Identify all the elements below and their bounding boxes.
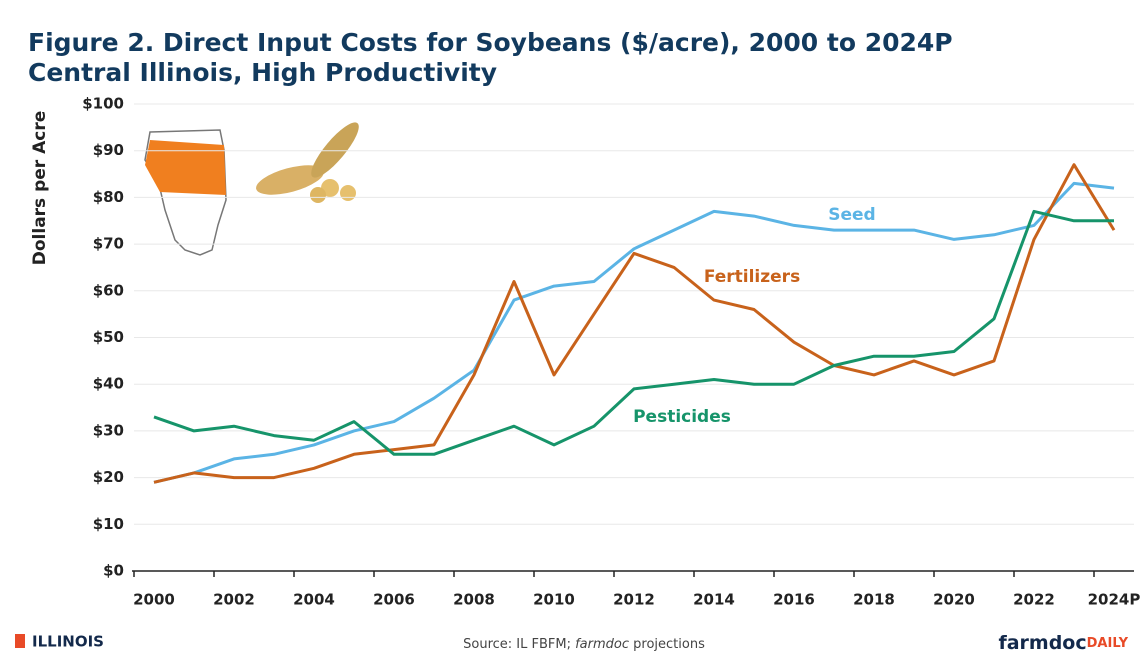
x-tick-label: 2008 [453,591,495,609]
soybean-image [253,117,365,203]
y-tick-label: $20 [93,468,124,486]
x-tick-label: 2002 [213,591,255,609]
y-tick-label: $80 [93,188,124,206]
x-tick-label: 2020 [933,591,975,609]
x-tick-label: 2018 [853,591,895,609]
y-tick-label: $40 [93,375,124,393]
y-tick-label: $90 [93,141,124,159]
source-text: projections [629,637,705,652]
y-tick-label: $70 [93,235,124,253]
brand-text: DAILY [1087,636,1129,651]
chart: Figure 2. Direct Input Costs for Soybean… [0,0,1143,652]
source: Source: IL FBFM; farmdoc projections [463,637,705,652]
x-tick-label: 2012 [613,591,655,609]
y-tick-label: $100 [82,95,124,113]
footer: ILLINOIS Source: IL FBFM; farmdoc projec… [15,632,1129,652]
series-label: Pesticides [633,407,731,427]
logo-text: ILLINOIS [32,633,104,651]
y-tick-label: $30 [93,421,124,439]
illinois-map [145,130,226,255]
y-tick-label: $0 [103,562,124,580]
logo-mark [15,634,25,648]
chart-subtitle: Central Illinois, High Productivity [28,58,497,87]
x-tick-label: 2006 [373,591,415,609]
x-tick-label: 2000 [133,591,175,609]
chart-title: Figure 2. Direct Input Costs for Soybean… [28,28,953,57]
x-tick-label: 2016 [773,591,815,609]
x-tick-label: 2022 [1013,591,1055,609]
brand: farmdocDAILY [998,632,1128,652]
x-tick-label: 2010 [533,591,575,609]
y-tick-label: $60 [93,281,124,299]
x-tick-label: 2014 [693,591,735,609]
series-label: Seed [828,205,875,225]
source-text: Source: IL FBFM; [463,637,575,652]
x-tick-label: 2024P [1088,591,1141,609]
brand-text: farmdoc [998,632,1086,652]
y-tick-label: $50 [93,328,124,346]
x-tick-label: 2004 [293,591,335,609]
series-line [154,165,1114,483]
series-label: Fertilizers [704,267,800,287]
y-axis-label: Dollars per Acre [30,111,50,266]
source-text: farmdoc [575,637,629,652]
y-tick-label: $10 [93,515,124,533]
